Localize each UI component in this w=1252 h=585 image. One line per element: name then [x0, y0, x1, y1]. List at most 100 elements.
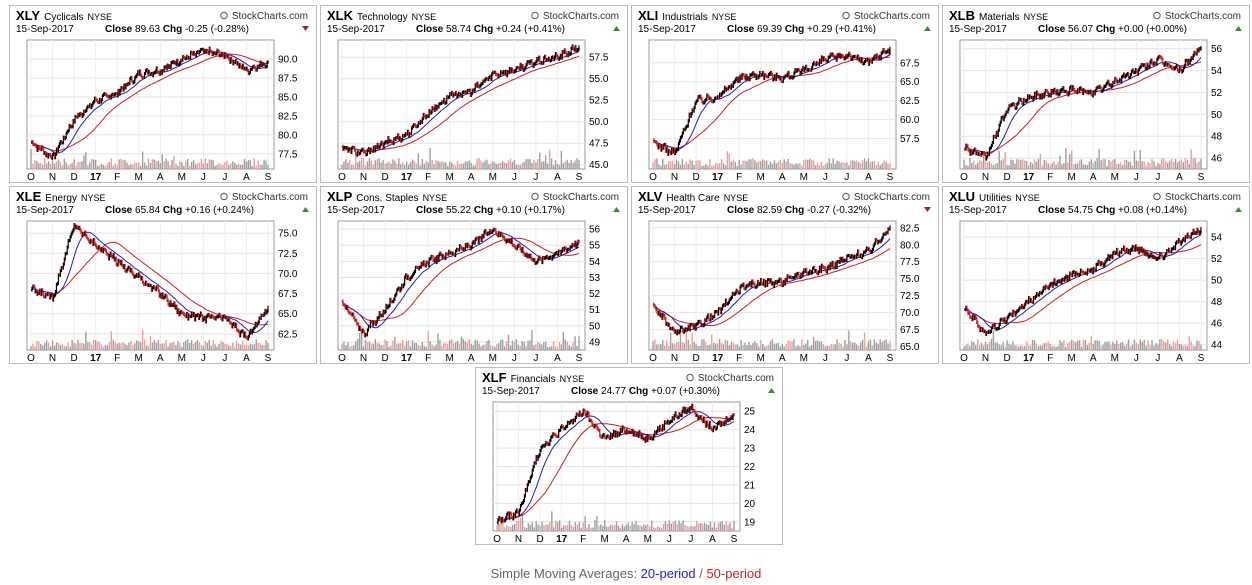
volume-bar: [1018, 159, 1020, 169]
x-tick-label: M: [1068, 353, 1076, 363]
volume-bar: [67, 165, 69, 169]
volume-bar: [732, 159, 735, 169]
volume-bar: [163, 343, 165, 350]
volume-bar: [1155, 343, 1157, 350]
volume-bar: [435, 344, 437, 350]
volume-bar: [732, 342, 735, 350]
volume-bar: [501, 161, 504, 169]
y-tick-label: 54: [1211, 66, 1223, 77]
volume-bar: [805, 159, 807, 169]
volume-bar: [720, 159, 723, 169]
volume-bar: [257, 160, 259, 169]
volume-bar: [812, 160, 815, 169]
volume-bars: [963, 148, 1202, 169]
volume-bar: [1088, 161, 1091, 169]
volume-bar: [673, 344, 676, 350]
volume-bar: [556, 163, 559, 169]
price-series: [31, 223, 269, 341]
volume-bar: [675, 342, 678, 350]
volume-bar: [605, 526, 608, 531]
volume-bar: [87, 342, 89, 350]
volume-bar: [531, 329, 533, 350]
x-tick-label: S: [1198, 353, 1205, 363]
volume-bar: [149, 336, 152, 350]
volume-bar: [398, 343, 400, 350]
x-tick-label: M: [800, 172, 808, 182]
volume-bar: [40, 162, 42, 169]
volume-bar: [598, 525, 600, 531]
volume-bar: [394, 160, 396, 169]
volume-bar: [1096, 158, 1098, 169]
x-tick-label: O: [27, 172, 35, 182]
volume-bar: [1172, 341, 1175, 350]
volume-bar: [57, 343, 60, 350]
volume-bar: [1049, 165, 1051, 169]
volume-bar: [452, 164, 455, 169]
x-tick-label: F: [114, 353, 120, 363]
volume-bar: [546, 346, 549, 350]
volume-bar: [773, 343, 776, 350]
price-series: [497, 403, 735, 525]
volume-bar: [1031, 163, 1034, 169]
volume-bar: [527, 159, 529, 169]
volume-bar: [488, 339, 490, 350]
volume-bar: [419, 345, 422, 350]
volume-bar: [400, 343, 402, 350]
volume-bar: [466, 342, 469, 350]
x-tick-label: J: [823, 353, 828, 363]
volume-bar: [480, 346, 482, 350]
volume-bar: [1167, 339, 1169, 350]
volume-bar: [1090, 336, 1093, 350]
x-tick-label: M: [1111, 172, 1119, 182]
volume-bar: [724, 165, 727, 169]
volume-bar: [498, 524, 500, 531]
volume-bar: [978, 344, 981, 350]
chart-date: 15-Sep-2017: [949, 205, 1007, 216]
y-tick-label: 21: [744, 480, 756, 491]
volume-bar: [576, 524, 579, 531]
chart-title: XLU Utilities NYSE: [949, 189, 1040, 204]
volume-bar: [730, 341, 733, 350]
volume-bar: [578, 336, 580, 350]
volume-bar: [390, 163, 392, 169]
volume-bar: [709, 521, 712, 531]
volume-bar: [374, 160, 376, 169]
volume-bar: [713, 342, 715, 350]
volume-bar: [805, 343, 807, 350]
volume-bar: [45, 340, 48, 350]
volume-bar: [1057, 162, 1059, 169]
volume-bar: [1035, 343, 1038, 350]
volume-bar: [570, 346, 572, 350]
volume-bar: [370, 160, 373, 169]
chart-title: XLB Materials NYSE: [949, 8, 1048, 23]
volume-bar: [1149, 163, 1151, 169]
volume-bar: [1123, 159, 1126, 169]
volume-bar: [378, 343, 380, 350]
volume-bar: [128, 165, 130, 169]
volume-bar: [351, 345, 353, 350]
volume-bar: [548, 149, 551, 169]
volume-bar: [500, 523, 502, 531]
volume-bar: [194, 164, 197, 169]
volume-bar: [592, 527, 594, 531]
volume-bar: [1076, 163, 1079, 169]
volume-bar: [73, 159, 75, 169]
volume-bar: [185, 340, 187, 350]
volume-bar: [458, 343, 461, 350]
volume-bar: [707, 165, 709, 169]
volume-bar: [73, 342, 75, 350]
volume-bar: [165, 340, 167, 350]
volume-bar: [779, 346, 782, 350]
volume-bar: [1129, 162, 1132, 169]
volume-bar: [781, 343, 783, 350]
volume-bar: [754, 340, 756, 350]
x-tick-label: 17: [401, 172, 413, 182]
volume-bar: [558, 342, 561, 350]
volume-bar: [1145, 165, 1147, 169]
volume-bars: [652, 151, 891, 169]
volume-bar: [85, 152, 87, 169]
volume-bar: [192, 159, 195, 169]
volume-bar: [664, 345, 666, 350]
volume-bar: [1114, 343, 1116, 350]
volume-bar: [570, 159, 572, 169]
